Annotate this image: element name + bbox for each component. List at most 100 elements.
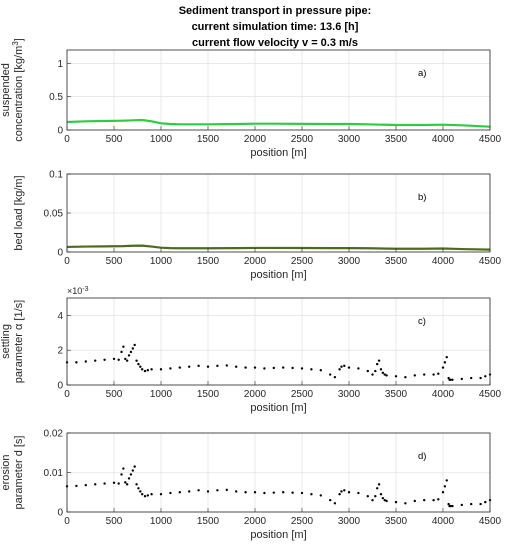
data-point (141, 493, 144, 496)
data-point (383, 373, 386, 376)
data-point (125, 359, 129, 362)
data-point (122, 345, 125, 348)
data-point (376, 362, 379, 366)
data-point (451, 378, 454, 381)
y-tick-label: 0.05 (44, 209, 64, 220)
data-point (117, 358, 120, 361)
data-point (197, 489, 200, 492)
data-point (374, 369, 377, 373)
data-point (84, 360, 88, 363)
x-tick-label: 1500 (197, 256, 220, 267)
x-tick-label: 2500 (291, 516, 314, 527)
figure-title: Sediment transport in pressure pipe: cur… (179, 5, 372, 49)
data-point (443, 361, 447, 364)
data-point (272, 491, 275, 494)
data-point (484, 375, 487, 378)
y-tick-label: 0.5 (49, 92, 63, 103)
x-tick-label: 4500 (479, 256, 502, 267)
y-tick-label: 0 (57, 248, 63, 259)
data-point (124, 357, 127, 361)
data-point (263, 491, 266, 495)
data-point (244, 491, 247, 494)
data-point (371, 498, 374, 502)
data-point (143, 495, 147, 498)
data-point (423, 373, 426, 376)
y-axis-label-line-2: parameter d [s] (13, 436, 25, 510)
data-point (169, 491, 172, 495)
x-tick-label: 3500 (385, 516, 408, 527)
data-point (137, 362, 140, 366)
data-point (432, 498, 435, 502)
data-point (159, 368, 163, 371)
data-point (141, 368, 144, 371)
data-point (146, 369, 150, 372)
data-point (423, 498, 426, 502)
plot-area (67, 298, 490, 385)
data-point (225, 488, 228, 492)
data-point (103, 358, 106, 361)
y-axis-label-line-1: erosion (0, 454, 12, 490)
data-point (383, 498, 386, 502)
data-point (432, 373, 435, 376)
y-tick-label: 4 (57, 311, 63, 322)
plot-area (67, 50, 490, 130)
x-tick-label: 3000 (338, 134, 361, 145)
data-point (127, 354, 131, 357)
x-tick-label: 500 (106, 134, 123, 145)
data-point (379, 368, 383, 371)
data-point (112, 481, 116, 484)
panel-3: 0 500 1000 1500 2000 2500 3000 3500 4000 4500 0 2 4 p… (0, 286, 502, 415)
data-point (394, 375, 398, 378)
data-point (188, 365, 191, 368)
data-point (133, 465, 136, 468)
data-point (188, 490, 191, 493)
data-point (377, 483, 381, 486)
data-point (381, 371, 385, 375)
data-point (441, 366, 445, 369)
data-point (103, 482, 106, 485)
y-axis-label-line-1: settling (0, 324, 12, 359)
data-point (129, 473, 133, 476)
data-point (319, 369, 322, 372)
data-point (357, 367, 360, 370)
x-tick-label: 2000 (244, 516, 267, 527)
x-tick-label: 4000 (432, 516, 455, 527)
y-axis-label-line-1: suspended (0, 63, 12, 117)
x-tick-label: 4500 (479, 389, 502, 400)
data-point (253, 366, 257, 369)
data-point (441, 491, 445, 494)
data-point (131, 469, 134, 472)
data-point (484, 500, 487, 504)
x-tick-label: 2000 (244, 256, 267, 267)
y-tick-label: 0.1 (49, 170, 63, 181)
data-point (75, 361, 78, 364)
data-point (272, 366, 275, 370)
y-tick-label: 0 (57, 381, 63, 392)
data-point (479, 376, 482, 380)
data-point (137, 487, 140, 490)
data-point (139, 490, 142, 493)
panel-2: 0 500 1000 1500 2000 2500 3000 3500 4000 4500 0 0.0… (13, 170, 502, 282)
y-tick-label: 0 (57, 508, 63, 519)
data-point (385, 499, 388, 503)
axes-box (66, 49, 491, 131)
data-point (443, 485, 447, 488)
series-line (66, 118, 491, 128)
data-point (300, 491, 304, 495)
data-point (146, 494, 150, 497)
x-tick-label: 1000 (150, 389, 173, 400)
x-tick-label: 500 (106, 516, 123, 527)
data-point (377, 359, 381, 362)
x-tick-label: 2500 (291, 256, 314, 267)
data-point (447, 502, 450, 506)
data-point (479, 502, 482, 506)
data-point (84, 483, 88, 487)
x-tick-label: 4500 (479, 516, 502, 527)
data-point (135, 483, 138, 486)
data-point (394, 500, 398, 504)
x-tick-label: 4000 (432, 256, 455, 267)
data-point (282, 366, 285, 369)
data-point (366, 495, 369, 498)
x-tick-label: 3500 (385, 256, 408, 267)
x-tick-label: 0 (64, 134, 70, 145)
